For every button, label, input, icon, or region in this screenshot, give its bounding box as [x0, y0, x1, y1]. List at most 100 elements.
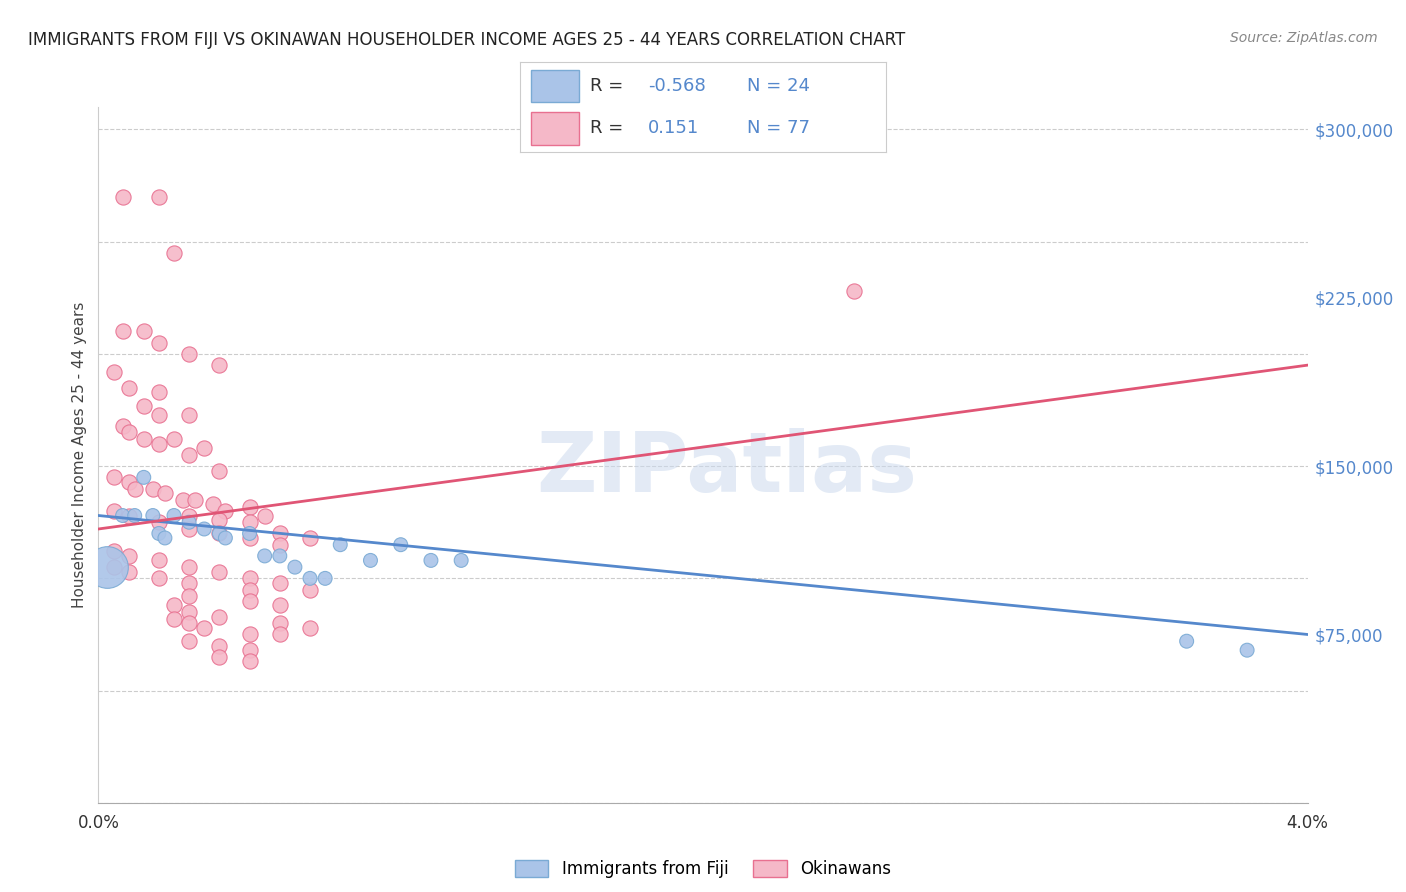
Point — [142, 482, 165, 496]
Point — [239, 594, 262, 608]
Text: N = 77: N = 77 — [747, 120, 810, 137]
Point — [389, 538, 412, 552]
Point — [239, 654, 262, 668]
Point — [179, 408, 201, 422]
Point — [118, 508, 141, 523]
Point — [132, 432, 155, 446]
Point — [179, 590, 201, 604]
Point — [179, 347, 201, 361]
Point — [1175, 634, 1198, 648]
Point — [239, 526, 262, 541]
Point — [239, 531, 262, 545]
Point — [153, 531, 176, 545]
Point — [208, 358, 231, 372]
Point — [269, 538, 291, 552]
Point — [118, 549, 141, 563]
Point — [132, 325, 155, 339]
Point — [208, 513, 231, 527]
Legend: Immigrants from Fiji, Okinawans: Immigrants from Fiji, Okinawans — [509, 854, 897, 885]
Point — [163, 508, 186, 523]
Point — [132, 399, 155, 413]
Text: R =: R = — [589, 120, 634, 137]
Point — [239, 582, 262, 597]
Point — [269, 549, 291, 563]
Point — [148, 571, 170, 585]
Point — [111, 418, 134, 433]
Point — [163, 599, 186, 613]
Point — [124, 508, 146, 523]
Point — [253, 549, 276, 563]
Point — [118, 425, 141, 440]
Point — [179, 515, 201, 529]
Point — [193, 522, 215, 536]
Point — [450, 553, 472, 567]
Point — [329, 538, 352, 552]
Point — [163, 432, 186, 446]
Point — [148, 335, 170, 350]
Point — [172, 492, 194, 507]
Point — [103, 544, 125, 558]
Point — [314, 571, 336, 585]
Point — [163, 246, 186, 260]
Point — [148, 436, 170, 450]
Point — [359, 553, 381, 567]
Point — [184, 492, 207, 507]
Point — [269, 627, 291, 641]
Point — [193, 621, 215, 635]
Text: -0.568: -0.568 — [648, 77, 706, 95]
Point — [118, 475, 141, 489]
Text: ZIPatlas: ZIPatlas — [537, 428, 918, 509]
Point — [179, 522, 201, 536]
Point — [844, 284, 866, 298]
Point — [299, 571, 322, 585]
Point — [103, 504, 125, 518]
Point — [208, 526, 231, 541]
Point — [179, 448, 201, 462]
Point — [148, 190, 170, 204]
Text: R =: R = — [589, 77, 628, 95]
FancyBboxPatch shape — [531, 112, 579, 145]
Point — [111, 325, 134, 339]
Point — [142, 508, 165, 523]
Point — [299, 531, 322, 545]
Point — [111, 508, 134, 523]
Point — [269, 575, 291, 590]
Point — [299, 621, 322, 635]
Text: 0.151: 0.151 — [648, 120, 699, 137]
Point — [239, 500, 262, 514]
Point — [103, 470, 125, 484]
Point — [208, 526, 231, 541]
Point — [179, 508, 201, 523]
Point — [269, 526, 291, 541]
Point — [153, 486, 176, 500]
Point — [148, 553, 170, 567]
Point — [1236, 643, 1258, 657]
Point — [239, 571, 262, 585]
Point — [269, 599, 291, 613]
Point — [208, 464, 231, 478]
FancyBboxPatch shape — [531, 70, 579, 102]
Point — [202, 497, 225, 511]
Point — [103, 365, 125, 379]
Point — [214, 531, 236, 545]
Point — [148, 408, 170, 422]
Point — [208, 609, 231, 624]
Text: IMMIGRANTS FROM FIJI VS OKINAWAN HOUSEHOLDER INCOME AGES 25 - 44 YEARS CORRELATI: IMMIGRANTS FROM FIJI VS OKINAWAN HOUSEHO… — [28, 31, 905, 49]
Point — [239, 643, 262, 657]
Point — [284, 560, 307, 574]
Point — [299, 582, 322, 597]
Point — [193, 441, 215, 455]
Point — [148, 515, 170, 529]
Point — [118, 381, 141, 395]
Point — [179, 616, 201, 631]
Point — [269, 616, 291, 631]
Text: N = 24: N = 24 — [747, 77, 810, 95]
Point — [214, 504, 236, 518]
Point — [118, 565, 141, 579]
Point — [253, 508, 276, 523]
Point — [96, 560, 118, 574]
Point — [179, 560, 201, 574]
Point — [208, 565, 231, 579]
Point — [179, 634, 201, 648]
Point — [103, 560, 125, 574]
